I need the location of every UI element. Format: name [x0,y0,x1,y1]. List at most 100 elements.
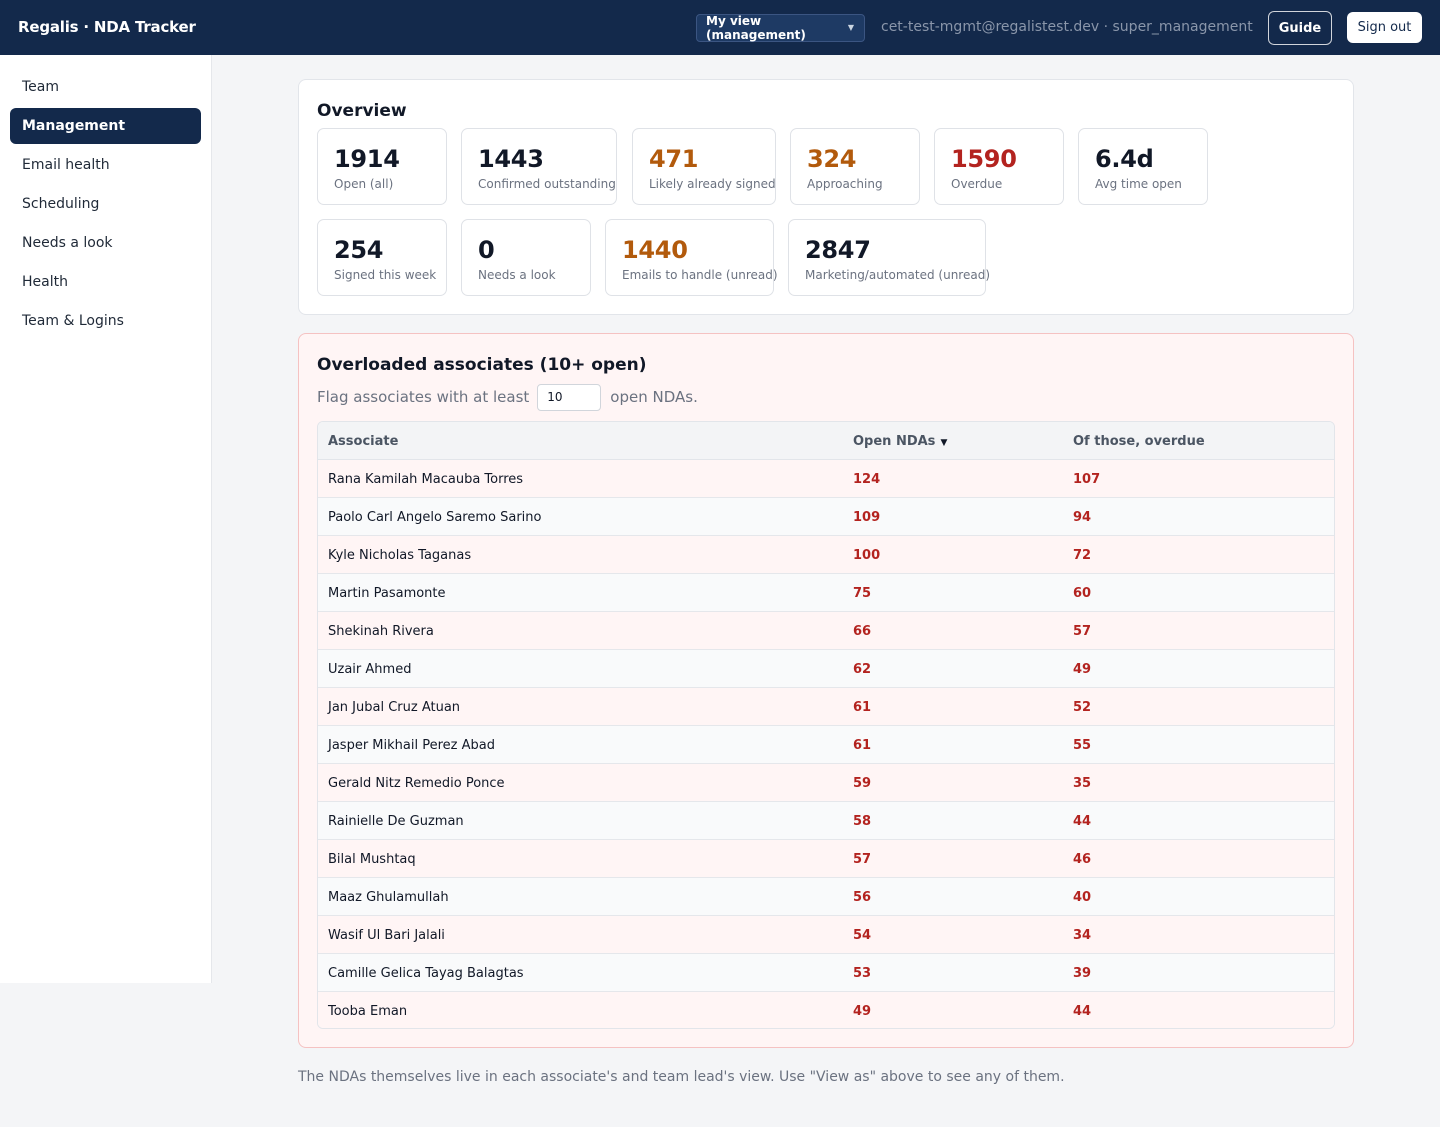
overloaded-associates-card: Overloaded associates (10+ open) Flag as… [298,333,1354,1048]
sidebar-item-health[interactable]: Health [22,274,68,290]
overdue-count: 34 [1073,928,1092,943]
overdue-count: 55 [1073,738,1092,753]
open-ndas-count: 61 [853,700,872,715]
stat-label: Avg time open [1095,177,1182,191]
app-title: Regalis · NDA Tracker [18,18,196,36]
open-ndas-count: 75 [853,586,872,601]
table-row[interactable]: Kyle Nicholas Taganas 100 72 [318,536,1334,574]
threshold-row: Flag associates with at least open NDAs. [317,383,698,411]
sign-out-button[interactable]: Sign out [1347,12,1422,43]
column-header-label: Open NDAs [853,434,936,449]
stat-value: 1914 [334,145,400,173]
open-ndas-count: 62 [853,662,872,677]
open-ndas-count: 56 [853,890,872,905]
sidebar-item-management[interactable]: Management [10,108,201,144]
stat-value: 2847 [805,236,871,264]
overview-title: Overview [317,101,407,121]
overdue-count: 107 [1073,472,1101,487]
view-as-select[interactable]: My view (management) ▼ [696,14,865,42]
associate-name: Martin Pasamonte [328,586,446,601]
associate-name: Shekinah Rivera [328,624,434,639]
table-row[interactable]: Gerald Nitz Remedio Ponce 59 35 [318,764,1334,802]
threshold-prefix: Flag associates with at least [317,388,530,406]
associate-name: Jan Jubal Cruz Atuan [328,700,461,715]
associate-name: Rainielle De Guzman [328,814,464,829]
column-header-associate[interactable]: Associate [328,434,399,449]
associate-name: Camille Gelica Tayag Balagtas [328,966,524,981]
open-ndas-count: 53 [853,966,872,981]
associate-name: Maaz Ghulamullah [328,890,449,905]
table-body: Rana Kamilah Macauba Torres 124 107 Paolo C… [318,460,1334,1028]
open-ndas-count: 66 [853,624,872,639]
column-header-overdue[interactable]: Of those, overdue [1073,434,1205,449]
open-ndas-count: 100 [853,548,881,563]
table-row[interactable]: Tooba Eman 49 44 [318,992,1334,1028]
sort-desc-icon: ▼ [940,438,948,448]
associate-name: Paolo Carl Angelo Saremo Sarino [328,510,542,525]
sidebar-item-team-logins[interactable]: Team & Logins [22,313,124,329]
stat-value: 1443 [478,145,544,173]
stat-emails-to-handle: 1440 Emails to handle (unread) [605,219,778,296]
overdue-count: 46 [1073,852,1092,867]
stat-label: Confirmed outstanding [478,177,616,191]
footnote: The NDAs themselves live in each associa… [298,1069,1065,1085]
sidebar: Team Management Email health Scheduling … [0,55,212,983]
stat-label: Open (all) [334,177,394,191]
table-row[interactable]: Jasper Mikhail Perez Abad 61 55 [318,726,1334,764]
column-header-open-ndas[interactable]: Open NDAs ▼ [853,434,947,449]
table-row[interactable]: Martin Pasamonte 75 60 [318,574,1334,612]
open-ndas-count: 109 [853,510,881,525]
table-row[interactable]: Paolo Carl Angelo Saremo Sarino 109 94 [318,498,1334,536]
stat-label: Marketing/automated (unread) [805,268,991,282]
table-row[interactable]: Wasif Ul Bari Jalali 54 34 [318,916,1334,954]
associate-name: Rana Kamilah Macauba Torres [328,472,524,487]
table-row[interactable]: Bilal Mushtaq 57 46 [318,840,1334,878]
overdue-count: 35 [1073,776,1092,791]
table-row[interactable]: Camille Gelica Tayag Balagtas 53 39 [318,954,1334,992]
table-row[interactable]: Jan Jubal Cruz Atuan 61 52 [318,688,1334,726]
stat-value: 324 [807,145,857,173]
associates-table: Associate Open NDAs ▼ Of those, overdue R… [317,421,1335,1029]
stat-approaching: 324 Approaching [790,128,920,205]
stat-value: 1590 [951,145,1017,173]
associate-name: Wasif Ul Bari Jalali [328,928,445,943]
stat-likely-signed: 471 Likely already signed [632,128,776,205]
table-row[interactable]: Maaz Ghulamullah 56 40 [318,878,1334,916]
overdue-count: 44 [1073,1004,1092,1019]
sidebar-item-email-health[interactable]: Email health [22,157,110,173]
overloaded-title: Overloaded associates (10+ open) [317,355,647,375]
chevron-down-icon: ▼ [847,23,854,32]
table-row[interactable]: Uzair Ahmed 62 49 [318,650,1334,688]
overdue-count: 39 [1073,966,1092,981]
table-row[interactable]: Rainielle De Guzman 58 44 [318,802,1334,840]
open-ndas-count: 61 [853,738,872,753]
sidebar-item-team[interactable]: Team [22,79,60,95]
stat-label: Likely already signed [649,177,776,191]
threshold-input[interactable] [537,383,602,411]
view-select-label: My view (management) [706,14,806,42]
sidebar-item-needs-a-look[interactable]: Needs a look [22,235,113,251]
stat-open-all: 1914 Open (all) [317,128,447,205]
overdue-count: 52 [1073,700,1092,715]
open-ndas-count: 58 [853,814,872,829]
table-row[interactable]: Shekinah Rivera 66 57 [318,612,1334,650]
stat-label: Approaching [807,177,883,191]
sidebar-item-scheduling[interactable]: Scheduling [22,196,100,212]
stat-label: Overdue [951,177,1003,191]
guide-button[interactable]: Guide [1268,11,1332,45]
open-ndas-count: 57 [853,852,872,867]
table-row[interactable]: Rana Kamilah Macauba Torres 124 107 [318,460,1334,498]
user-info: cet-test-mgmt@regalistest.dev · super_ma… [881,19,1253,35]
stat-avg-time-open: 6.4d Avg time open [1078,128,1208,205]
overdue-count: 72 [1073,548,1092,563]
stat-overdue: 1590 Overdue [934,128,1064,205]
stat-marketing-automated: 2847 Marketing/automated (unread) [788,219,990,296]
open-ndas-count: 124 [853,472,881,487]
table-header: Associate Open NDAs ▼ Of those, overdue [318,422,1334,460]
stat-value: 1440 [622,236,688,264]
stat-value: 6.4d [1095,145,1154,173]
overview-card: Overview 1914 Open (all) 1443 Confirmed … [298,79,1354,315]
open-ndas-count: 54 [853,928,872,943]
open-ndas-count: 49 [853,1004,872,1019]
stat-value: 471 [649,145,699,173]
